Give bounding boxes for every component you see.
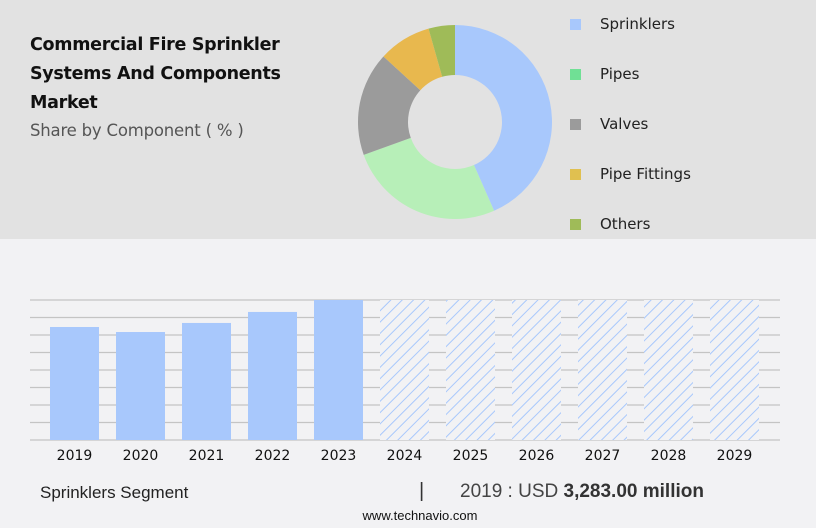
value-amount: 3,283.00 million: [563, 481, 704, 502]
x-label-2029: 2029: [717, 448, 753, 464]
legend-swatch-sprinklers: [570, 19, 581, 30]
x-label-2019: 2019: [57, 448, 93, 464]
legend-item-others: Others: [570, 215, 770, 235]
x-axis-labels: 2019 2020 2021 2022 2023 2024 2025 2026 2027 2028…: [57, 448, 753, 464]
legend-label: Sprinklers: [600, 15, 675, 33]
legend-label: Valves: [600, 115, 649, 133]
donut-slice-pipes: [363, 137, 495, 219]
legend-item-sprinklers: Sprinklers: [570, 15, 770, 35]
bar-2023: [314, 300, 363, 440]
source-url: www.technavio.com: [362, 508, 478, 523]
bar-2029: [710, 300, 759, 440]
separator: |: [419, 480, 425, 502]
bar-2021: [182, 322, 231, 440]
bar-2028: [644, 300, 693, 440]
x-label-2028: 2028: [651, 448, 687, 464]
bar-2025: [446, 300, 495, 440]
legend-item-pipes: Pipes: [570, 65, 770, 85]
legend-label: Pipe Fittings: [600, 165, 691, 183]
bar-2022: [248, 311, 297, 440]
donut-slice-valves: [358, 56, 421, 155]
donut-slice-pipe-fittings: [383, 28, 443, 91]
chart-subtitle: Share by Component ( % ): [30, 121, 244, 140]
segment-label: Sprinklers Segment: [40, 483, 189, 502]
bar-2020: [116, 332, 165, 440]
bars: [50, 300, 759, 440]
chart-title: Commercial Fire Sprinkler Systems And Co…: [30, 35, 281, 113]
donut-chart: [358, 25, 552, 219]
legend-swatch-pipe-fittings: [570, 169, 581, 180]
bar-2019: [50, 326, 99, 440]
legend-label: Others: [600, 215, 651, 233]
x-label-2021: 2021: [189, 448, 225, 464]
bar-chart: 2019 2020 2021 2022 2023 2024 2025 2026 2027 2028…: [30, 299, 780, 464]
segment-value: 2019 : USD 3,283.00 million: [460, 481, 704, 503]
legend-item-valves: Valves: [570, 115, 770, 135]
x-label-2027: 2027: [585, 448, 621, 464]
legend-swatch-valves: [570, 119, 581, 130]
value-prefix: 2019 : USD: [460, 481, 564, 502]
donut-slice-others: [428, 25, 455, 77]
x-label-2020: 2020: [123, 448, 159, 464]
legend-swatch-pipes: [570, 69, 581, 80]
bar-2024: [380, 300, 429, 440]
x-label-2023: 2023: [321, 448, 357, 464]
legend-swatch-others: [570, 219, 581, 230]
bar-2026: [512, 300, 561, 440]
x-label-2025: 2025: [453, 448, 489, 464]
x-label-2022: 2022: [255, 448, 291, 464]
bar-2027: [578, 300, 627, 440]
legend-item-pipe-fittings: Pipe Fittings: [570, 165, 770, 185]
x-label-2024: 2024: [387, 448, 423, 464]
legend-label: Pipes: [600, 65, 640, 83]
x-label-2026: 2026: [519, 448, 555, 464]
donut-slice-sprinklers: [455, 25, 552, 211]
